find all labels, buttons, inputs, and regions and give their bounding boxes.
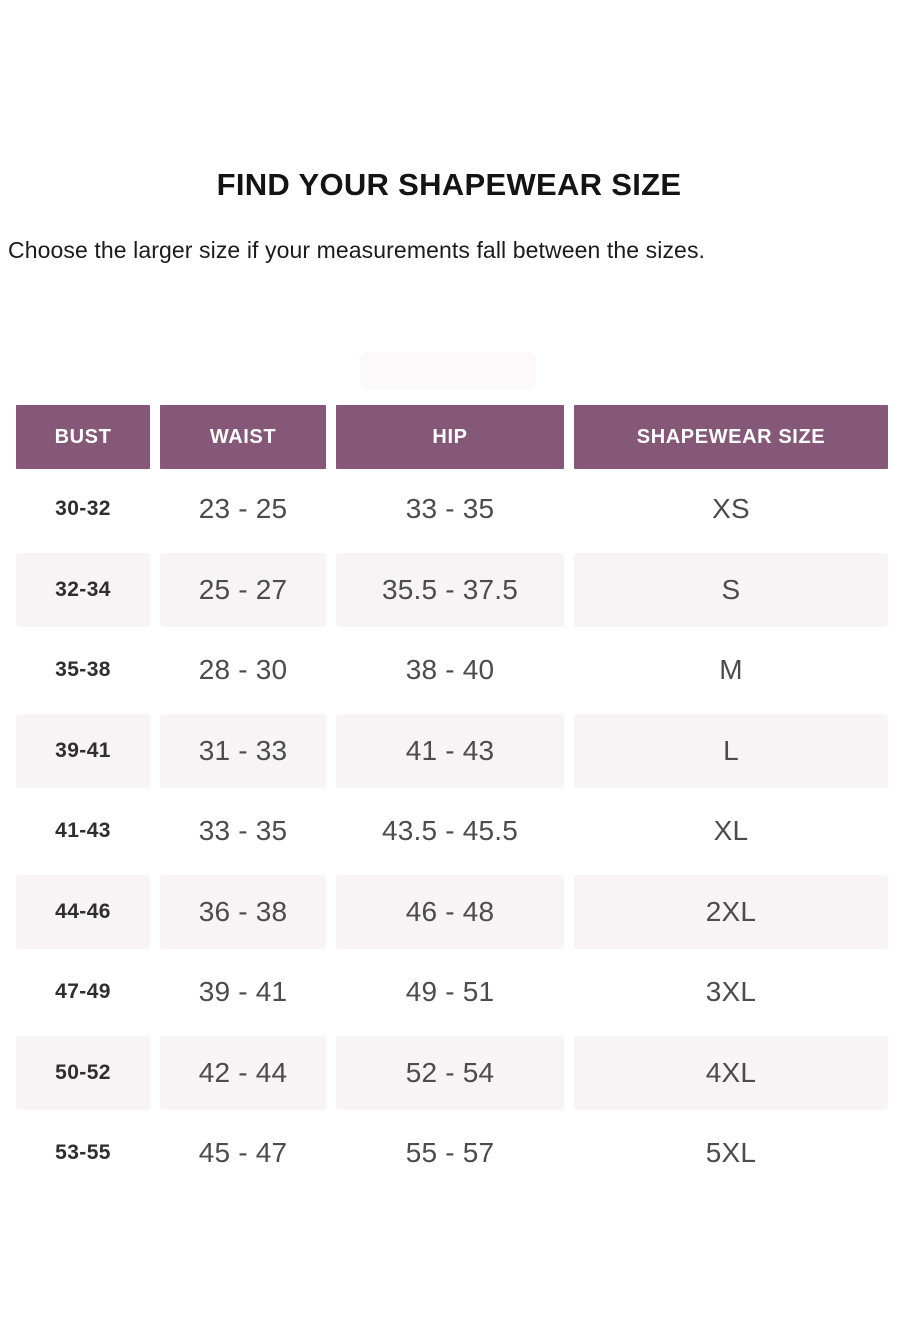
cell-hip: 46 - 48 xyxy=(336,874,564,949)
table-row: 30-32 23 - 25 33 - 35 XS xyxy=(16,469,888,550)
table-row: 47-49 39 - 41 49 - 51 3XL xyxy=(16,952,888,1033)
cell-size: 2XL xyxy=(574,874,888,949)
cell-bust: 53-55 xyxy=(55,1141,111,1165)
cell-waist: 39 - 41 xyxy=(198,976,288,1008)
cell-waist: 25 - 27 xyxy=(160,552,326,627)
cell-size: M xyxy=(719,654,743,686)
cell-bust: 50-52 xyxy=(16,1035,150,1110)
cell-bust: 41-43 xyxy=(55,819,111,843)
table-row: 53-55 45 - 47 55 - 57 5XL xyxy=(16,1113,888,1194)
cell-bust: 39-41 xyxy=(16,713,150,788)
faint-highlight-box xyxy=(360,352,536,389)
cell-size: XS xyxy=(712,493,750,525)
table-row: 39-41 31 - 33 41 - 43 L xyxy=(16,711,888,792)
cell-waist: 36 - 38 xyxy=(160,874,326,949)
cell-hip: 49 - 51 xyxy=(405,976,495,1008)
cell-waist: 33 - 35 xyxy=(198,815,288,847)
cell-waist: 23 - 25 xyxy=(198,493,288,525)
cell-waist: 31 - 33 xyxy=(160,713,326,788)
cell-bust: 30-32 xyxy=(55,497,111,521)
size-chart-table: BUST WAIST HIP SHAPEWEAR SIZE 30-32 23 -… xyxy=(16,405,888,1194)
table-row: 44-46 36 - 38 46 - 48 2XL xyxy=(16,872,888,953)
cell-bust: 32-34 xyxy=(16,552,150,627)
cell-size: 3XL xyxy=(705,976,757,1008)
cell-bust: 35-38 xyxy=(55,658,111,682)
cell-hip: 43.5 - 45.5 xyxy=(381,815,519,847)
cell-size: S xyxy=(574,552,888,627)
table-row: 50-52 42 - 44 52 - 54 4XL xyxy=(16,1033,888,1114)
table-row: 32-34 25 - 27 35.5 - 37.5 S xyxy=(16,550,888,631)
cell-size: L xyxy=(574,713,888,788)
table-row: 41-43 33 - 35 43.5 - 45.5 XL xyxy=(16,791,888,872)
cell-hip: 41 - 43 xyxy=(336,713,564,788)
cell-hip: 38 - 40 xyxy=(405,654,495,686)
cell-waist: 42 - 44 xyxy=(160,1035,326,1110)
cell-hip: 33 - 35 xyxy=(405,493,495,525)
cell-waist: 45 - 47 xyxy=(198,1137,288,1169)
cell-bust: 44-46 xyxy=(16,874,150,949)
header-hip: HIP xyxy=(336,405,564,469)
page-title: FIND YOUR SHAPEWEAR SIZE xyxy=(216,167,682,202)
cell-waist: 28 - 30 xyxy=(198,654,288,686)
cell-hip: 55 - 57 xyxy=(405,1137,495,1169)
cell-size: 4XL xyxy=(574,1035,888,1110)
table-row: 35-38 28 - 30 38 - 40 M xyxy=(16,630,888,711)
cell-hip: 52 - 54 xyxy=(336,1035,564,1110)
header-shapewear-size: SHAPEWEAR SIZE xyxy=(574,405,888,469)
header-waist: WAIST xyxy=(160,405,326,469)
cell-size: 5XL xyxy=(705,1137,757,1169)
table-body: 30-32 23 - 25 33 - 35 XS 32-34 25 - 27 3… xyxy=(16,469,888,1194)
cell-bust: 47-49 xyxy=(55,980,111,1004)
table-header-row: BUST WAIST HIP SHAPEWEAR SIZE xyxy=(16,405,888,469)
header-bust: BUST xyxy=(16,405,150,469)
cell-size: XL xyxy=(713,815,749,847)
page-subtitle: Choose the larger size if your measureme… xyxy=(8,237,706,263)
cell-hip: 35.5 - 37.5 xyxy=(336,552,564,627)
